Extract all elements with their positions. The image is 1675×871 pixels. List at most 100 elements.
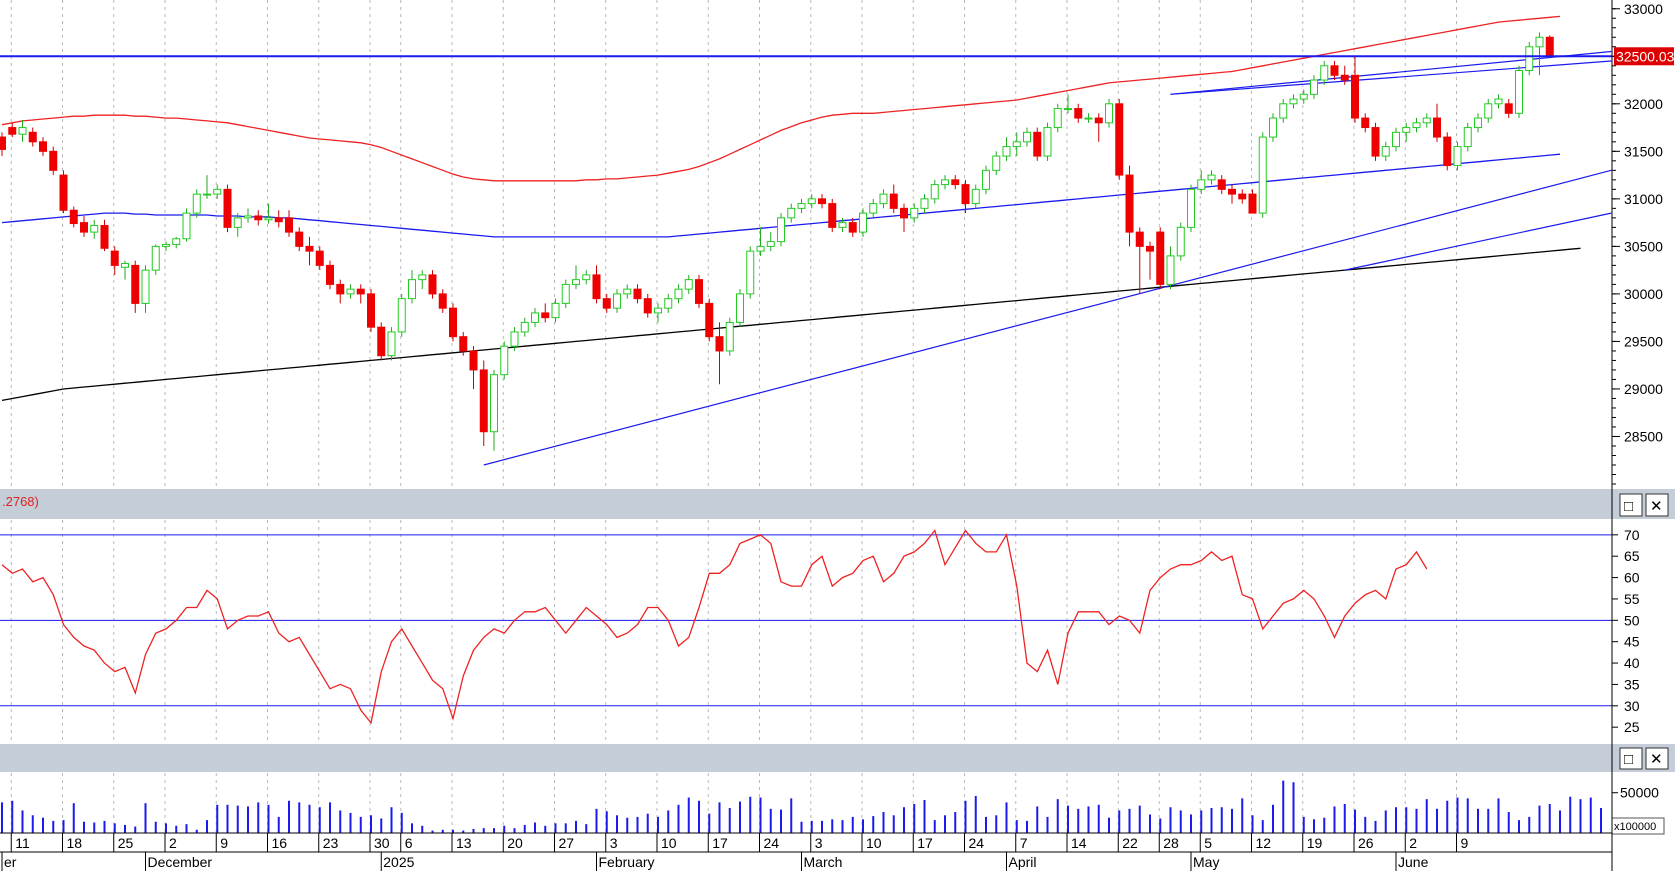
day-label: 24 bbox=[969, 835, 985, 851]
candle-up bbox=[910, 207, 919, 219]
day-label: 10 bbox=[866, 835, 882, 851]
candle-down bbox=[889, 193, 898, 209]
candle-down bbox=[315, 250, 324, 266]
rsi-tick-label: 35 bbox=[1624, 676, 1640, 692]
candle-up bbox=[654, 307, 662, 314]
candle-up bbox=[1474, 117, 1482, 129]
x-icon: ✕ bbox=[1650, 751, 1663, 768]
candle-down bbox=[69, 209, 78, 225]
candle-up bbox=[1412, 122, 1421, 129]
candle-up bbox=[500, 345, 509, 376]
candle-down bbox=[100, 224, 109, 249]
price-tick-label: 31000 bbox=[1624, 191, 1663, 207]
x-icon: ✕ bbox=[1650, 498, 1663, 515]
day-label: 6 bbox=[405, 835, 413, 851]
month-label: 2025 bbox=[383, 854, 414, 870]
volume-axis: 50000 bbox=[1612, 785, 1659, 801]
day-label: 27 bbox=[559, 835, 575, 851]
price-tick-label: 32000 bbox=[1624, 96, 1663, 112]
candle-up bbox=[859, 212, 867, 233]
candle-down bbox=[848, 222, 857, 233]
day-label: 10 bbox=[661, 835, 677, 851]
candle-down bbox=[1146, 245, 1154, 252]
candle-up bbox=[807, 198, 816, 205]
rsi-line bbox=[1, 529, 1428, 725]
candle-up bbox=[756, 245, 765, 252]
candle-up bbox=[531, 312, 539, 323]
volume-maximize-button[interactable]: □ bbox=[1619, 747, 1643, 770]
candle-up bbox=[777, 217, 785, 243]
month-label: er bbox=[4, 854, 17, 870]
candle-up bbox=[141, 269, 150, 304]
rsi-panel-header bbox=[0, 489, 1675, 519]
price-tick-label: 29500 bbox=[1624, 333, 1663, 349]
candle-up bbox=[1002, 146, 1011, 157]
candle-up bbox=[1310, 79, 1318, 95]
candle-up bbox=[725, 321, 734, 352]
candle-down bbox=[479, 369, 488, 433]
rsi-tick-label: 70 bbox=[1624, 527, 1640, 543]
candle-up bbox=[766, 241, 775, 247]
day-label: 16 bbox=[272, 835, 288, 851]
day-label: 12 bbox=[1256, 835, 1272, 851]
candle-up bbox=[971, 188, 980, 205]
candle-up bbox=[192, 193, 201, 214]
volume-close-button[interactable]: ✕ bbox=[1645, 747, 1669, 770]
candle-down bbox=[254, 215, 263, 221]
candle-up bbox=[346, 288, 355, 295]
day-label: 28 bbox=[1163, 835, 1179, 851]
candle-down bbox=[1545, 36, 1554, 57]
day-label: 14 bbox=[1071, 835, 1087, 851]
candle-down bbox=[377, 326, 386, 357]
candle-down bbox=[305, 245, 314, 252]
rsi-close-button[interactable]: ✕ bbox=[1645, 493, 1669, 517]
candle-up bbox=[664, 298, 673, 309]
candle-up bbox=[1299, 93, 1308, 100]
day-label: 22 bbox=[1122, 835, 1138, 851]
candle-down bbox=[438, 293, 447, 309]
rsi-maximize-button[interactable]: □ bbox=[1619, 493, 1643, 517]
candle-up bbox=[736, 293, 744, 323]
candle-down bbox=[1125, 174, 1134, 233]
candle-up bbox=[1484, 103, 1493, 119]
candle-down bbox=[223, 188, 232, 228]
rsi-tick-label: 50 bbox=[1624, 612, 1640, 628]
candle-down bbox=[541, 312, 550, 319]
price-panel: 28500 29000 29500 30000 30500 31000 31500 32000… bbox=[0, 0, 1675, 488]
candle-down bbox=[818, 198, 826, 205]
candle-down bbox=[715, 336, 724, 352]
candle-up bbox=[572, 279, 580, 285]
candle-up bbox=[18, 127, 27, 135]
candle-down bbox=[1228, 188, 1236, 195]
time-axis: 11 18 25 2 9 16 23 30 6 13 20 27 3 10 17 24 3 10 17 24 7 14 22… bbox=[0, 0, 1613, 871]
candle-up bbox=[1012, 141, 1021, 148]
candle-up bbox=[151, 245, 160, 271]
rsi-tick-label: 65 bbox=[1624, 548, 1640, 564]
candle-down bbox=[59, 174, 68, 211]
candle-up bbox=[1279, 103, 1288, 119]
candle-down bbox=[110, 250, 119, 266]
candle-down bbox=[459, 336, 468, 352]
candle-up bbox=[1187, 188, 1195, 228]
candle-up bbox=[1515, 70, 1523, 114]
candle-down bbox=[1371, 127, 1380, 157]
candle-up bbox=[213, 188, 222, 195]
candle-down bbox=[469, 350, 478, 371]
candle-down bbox=[705, 302, 714, 338]
ma-fast-line bbox=[1, 15, 1561, 182]
candle-up bbox=[1494, 98, 1503, 105]
day-label: 17 bbox=[712, 835, 728, 851]
price-grid bbox=[10, 0, 1457, 488]
rsi-indicator-label: .2768) bbox=[2, 494, 39, 509]
ma-slow-line bbox=[1, 247, 1581, 402]
day-label: 9 bbox=[1461, 835, 1469, 851]
candle-up bbox=[90, 224, 99, 233]
candle-up bbox=[982, 169, 990, 190]
candle-up bbox=[1258, 136, 1267, 214]
volume-panel: 50000 x100000 bbox=[0, 773, 1665, 835]
volume-tick-label: 50000 bbox=[1620, 785, 1659, 801]
candle-up bbox=[992, 155, 1001, 171]
candle-down bbox=[367, 293, 375, 328]
candle-down bbox=[951, 179, 960, 186]
day-label: 9 bbox=[220, 835, 228, 851]
